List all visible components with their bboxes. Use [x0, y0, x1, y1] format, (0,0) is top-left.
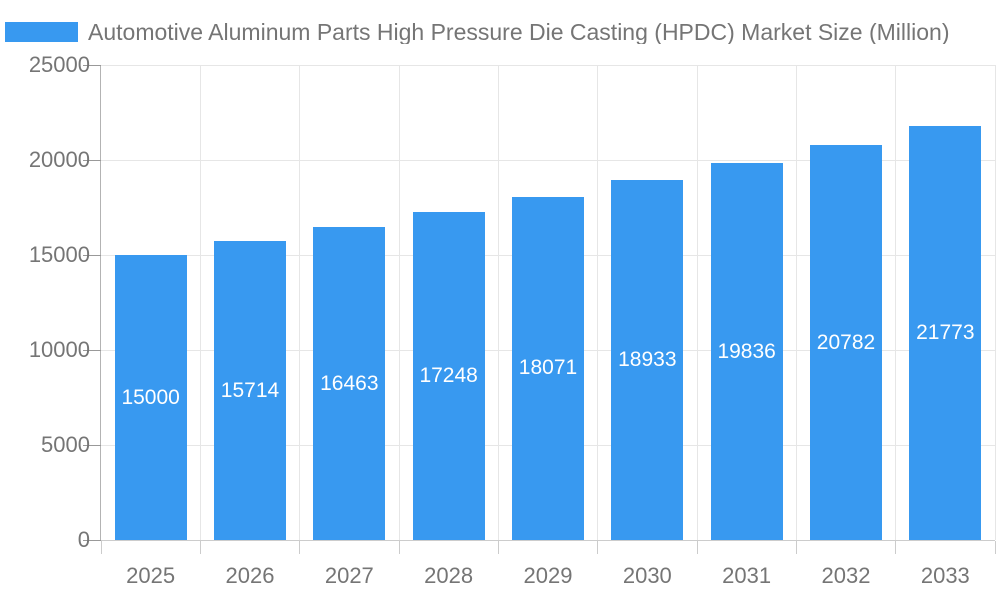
x-axis-tick	[895, 541, 897, 554]
x-axis-tick	[100, 541, 102, 554]
y-tick-label: 15000	[28, 242, 90, 267]
x-axis-tick	[994, 541, 996, 554]
x-axis-line	[101, 540, 995, 541]
bar	[214, 241, 286, 540]
bar-value-label: 16463	[320, 371, 379, 395]
x-tick-label: 2033	[920, 563, 970, 588]
gridline-vertical	[398, 65, 400, 540]
x-tick-label: 2025	[126, 563, 176, 588]
bar-value-label: 19836	[717, 339, 776, 363]
x-tick-label: 2030	[622, 563, 672, 588]
y-axis-tick	[83, 539, 101, 541]
bar	[810, 145, 882, 540]
gridline-vertical	[895, 65, 897, 540]
gridline-vertical	[497, 65, 499, 540]
bar-value-label: 18933	[618, 348, 677, 372]
y-axis-tick	[83, 444, 101, 446]
bar-value-label: 15000	[121, 385, 180, 409]
bar	[909, 126, 982, 540]
x-axis-tick	[199, 541, 201, 554]
y-axis-tick	[83, 64, 101, 66]
x-axis-tick	[795, 541, 797, 554]
y-axis-tick	[83, 159, 101, 161]
x-tick-label: 2027	[324, 563, 374, 588]
y-axis-line	[100, 65, 101, 540]
gridline-vertical	[795, 65, 797, 540]
bar	[313, 227, 386, 540]
x-tick-label: 2028	[424, 563, 474, 588]
bar-value-label: 20782	[816, 330, 876, 354]
y-axis-tick	[83, 254, 101, 256]
chart-legend: Automotive Aluminum Parts High Pressure …	[5, 20, 1000, 44]
chart-title: Automotive Aluminum Parts High Pressure …	[88, 20, 950, 44]
x-axis-tick	[597, 541, 599, 554]
x-tick-label: 2032	[821, 563, 871, 588]
plot-area: 15000 15714 16463 17248 18071 18933 19836 20782…	[101, 64, 996, 540]
bar-value-label: 17248	[419, 364, 478, 388]
bar	[611, 180, 684, 540]
bar-value-label: 15714	[220, 378, 280, 402]
y-tick-label: 0	[77, 527, 90, 552]
bar	[512, 196, 584, 540]
x-axis-tick	[299, 541, 301, 554]
gridline-horizontal	[101, 64, 995, 66]
x-tick-label: 2029	[523, 563, 573, 588]
legend-swatch-icon	[5, 22, 78, 42]
x-tick-label: 2031	[722, 563, 772, 588]
y-tick-label: 20000	[28, 147, 90, 172]
y-tick-label: 5000	[41, 432, 90, 457]
gridline-horizontal	[101, 159, 995, 161]
bar-value-label: 21773	[916, 321, 975, 345]
y-tick-label: 10000	[28, 337, 90, 362]
gridline-vertical	[199, 65, 201, 540]
x-axis-tick	[398, 541, 400, 554]
y-tick-label: 25000	[28, 52, 90, 77]
gridline-vertical	[597, 65, 599, 540]
y-axis-tick	[83, 349, 101, 351]
bar-value-label: 18071	[518, 356, 578, 380]
x-axis-tick	[497, 541, 499, 554]
bar	[710, 163, 783, 540]
gridline-vertical	[696, 65, 698, 540]
gridline-vertical	[994, 65, 996, 540]
x-tick-label: 2026	[225, 563, 275, 588]
bar	[114, 255, 187, 540]
gridline-vertical	[299, 65, 301, 540]
bar	[412, 212, 485, 540]
x-axis-tick	[696, 541, 698, 554]
